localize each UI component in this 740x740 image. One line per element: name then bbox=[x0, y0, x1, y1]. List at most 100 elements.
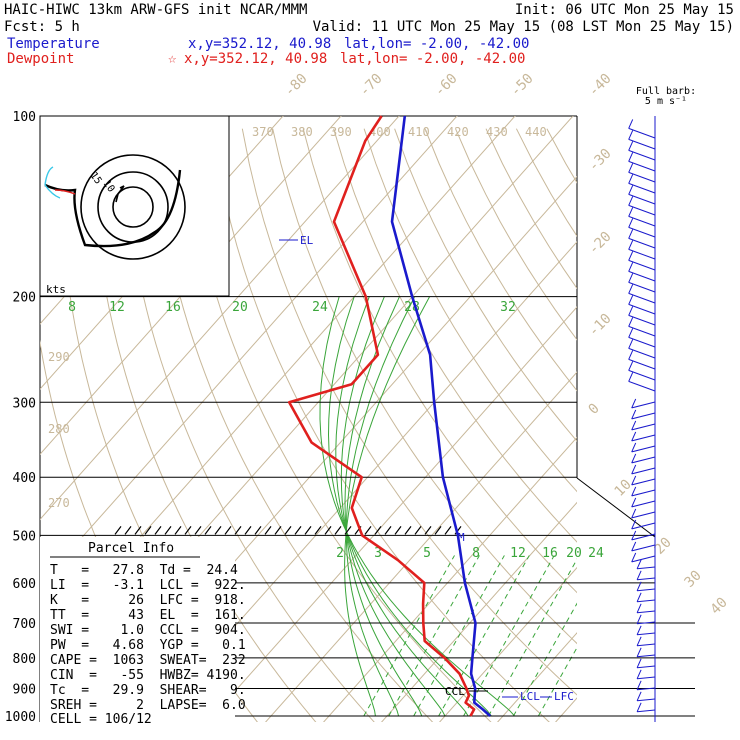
tropo-hatch bbox=[184, 526, 192, 535]
wind-barb bbox=[631, 445, 656, 453]
wind-barb-flag bbox=[631, 508, 637, 519]
header-fcst: Fcst: 5 h bbox=[4, 19, 80, 35]
wind-barb-flag bbox=[628, 196, 634, 206]
dry-adiabat bbox=[546, 128, 577, 184]
isotherm-label: -70 bbox=[357, 71, 386, 100]
pressure-tick-label: 100 bbox=[13, 110, 36, 125]
wind-barb bbox=[628, 193, 656, 205]
tropo-hatch bbox=[204, 526, 212, 535]
wind-barb-flag bbox=[631, 420, 637, 431]
isotherm-label: -80 bbox=[282, 71, 311, 100]
wind-barb-flag bbox=[628, 350, 634, 360]
parcel-info-box: Parcel Info T = 27.8 Td = 24.4 LI = -3.1… bbox=[40, 537, 246, 727]
tropo-hatch bbox=[144, 526, 152, 535]
isotherm-label: -10 bbox=[586, 311, 615, 340]
wind-barb-flag bbox=[628, 273, 634, 283]
wind-barb-flag bbox=[628, 119, 634, 129]
tropo-hatch bbox=[304, 526, 312, 535]
parcel-row: Tc = 29.9 SHEAR= 9. bbox=[50, 683, 246, 698]
dry-adiabat bbox=[638, 129, 740, 729]
tropo-hatch bbox=[124, 526, 132, 535]
wind-barb-flag bbox=[631, 464, 637, 475]
wind-barb-flag bbox=[636, 625, 642, 636]
moist-label: 12 bbox=[109, 300, 125, 315]
wind-barb-flag bbox=[631, 530, 637, 541]
dewpoint-latlon: lat,lon= -2.00, -42.00 bbox=[340, 51, 525, 67]
pressure-tick-label: 1000 bbox=[5, 710, 36, 725]
header-init: Init: 06 UTC Mon 25 May 15 bbox=[515, 2, 734, 18]
pressure-tick-label: 500 bbox=[13, 529, 36, 544]
wind-barb-flag bbox=[628, 328, 634, 338]
el-label: EL bbox=[300, 234, 314, 247]
legend-temperature: Temperature bbox=[7, 36, 100, 52]
mixing-label: 8 bbox=[472, 546, 480, 561]
wind-barb-flag bbox=[636, 691, 642, 702]
mixing-ratio-line bbox=[537, 646, 577, 717]
tropo-hatch bbox=[154, 526, 162, 535]
parcel-row: PW = 4.68 YGP = 0.1 bbox=[50, 638, 246, 653]
dry-adiabat bbox=[394, 128, 577, 442]
wind-barb bbox=[637, 632, 656, 636]
mixing-label: 20 bbox=[566, 546, 582, 561]
dry-adiabat bbox=[515, 128, 577, 237]
isotherm-label: 40 bbox=[708, 595, 731, 618]
lcl-label: LCL bbox=[520, 690, 540, 703]
wind-barb bbox=[628, 171, 656, 183]
wind-barb bbox=[628, 314, 656, 326]
wind-barb-flag bbox=[636, 702, 642, 713]
wind-barb-flag bbox=[628, 185, 634, 195]
wind-barb bbox=[637, 676, 656, 680]
mixing-ratio-line bbox=[363, 555, 455, 717]
isotherm-line bbox=[554, 697, 577, 722]
isotherm-line bbox=[40, 116, 458, 586]
pressure-tick-label: 700 bbox=[13, 617, 36, 632]
theta-label: 390 bbox=[330, 125, 352, 139]
wind-barb bbox=[628, 347, 656, 359]
temperature-xy: x,y=352.12, 40.98 bbox=[188, 36, 331, 52]
wind-barb-flag bbox=[631, 552, 637, 563]
isotherm-line bbox=[206, 306, 577, 722]
wind-barb bbox=[631, 456, 656, 464]
moist-label: 32 bbox=[500, 300, 516, 315]
isotherm-label: -20 bbox=[586, 229, 615, 258]
dry-adiabat bbox=[302, 128, 577, 594]
dry-adiabat bbox=[424, 128, 577, 392]
tropo-hatch bbox=[174, 526, 182, 535]
parcel-info-title: Parcel Info bbox=[88, 541, 174, 556]
wind-barb bbox=[637, 566, 656, 570]
theta-label: 280 bbox=[48, 422, 70, 436]
wind-barb-flag bbox=[628, 218, 634, 228]
wind-barb-flag bbox=[628, 262, 634, 272]
pressure-tick-label: 400 bbox=[13, 471, 36, 486]
wind-barb bbox=[628, 215, 656, 227]
wind-barb-flag bbox=[631, 486, 637, 497]
isotherm-label: -50 bbox=[508, 71, 537, 100]
dry-adiabat bbox=[119, 128, 375, 722]
pressure-tick-label: 200 bbox=[13, 291, 36, 306]
wind-barb-flag bbox=[636, 592, 642, 603]
moist-label: 24 bbox=[312, 300, 328, 315]
wind-barb bbox=[637, 698, 656, 702]
wind-barb-flag bbox=[628, 207, 634, 217]
header-title: HAIC-HIWC 13km ARW-GFS init NCAR/MMM bbox=[4, 2, 307, 18]
wind-barb-flag bbox=[628, 130, 634, 140]
tropo-hatch bbox=[444, 526, 452, 535]
wind-barb-flag bbox=[636, 603, 642, 614]
pressure-tick-label: 800 bbox=[13, 652, 36, 667]
wind-barb-flag bbox=[631, 453, 637, 464]
wind-barb bbox=[628, 138, 656, 150]
wind-barb-flag bbox=[636, 570, 642, 581]
tropo-hatch bbox=[214, 526, 222, 535]
ccl-label: CCL bbox=[445, 685, 465, 698]
wind-barb-flag bbox=[636, 559, 642, 570]
wind-barb bbox=[631, 489, 656, 497]
tropo-hatch bbox=[384, 526, 392, 535]
wind-barb-flag bbox=[631, 409, 637, 420]
tropo-hatch bbox=[404, 526, 412, 535]
wind-barb bbox=[637, 687, 656, 691]
mixing-label: 3 bbox=[374, 546, 382, 561]
